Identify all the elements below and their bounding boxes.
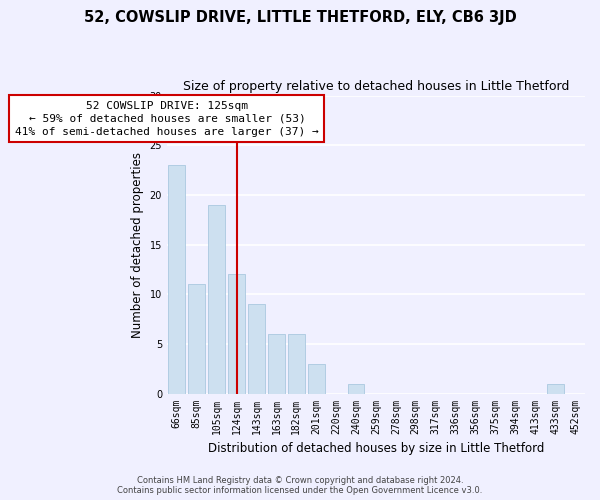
Bar <box>169 165 185 394</box>
X-axis label: Distribution of detached houses by size in Little Thetford: Distribution of detached houses by size … <box>208 442 544 455</box>
Text: 52 COWSLIP DRIVE: 125sqm
← 59% of detached houses are smaller (53)
41% of semi-d: 52 COWSLIP DRIVE: 125sqm ← 59% of detach… <box>15 100 319 137</box>
Bar <box>228 274 245 394</box>
Text: 52, COWSLIP DRIVE, LITTLE THETFORD, ELY, CB6 3JD: 52, COWSLIP DRIVE, LITTLE THETFORD, ELY,… <box>83 10 517 25</box>
Bar <box>248 304 265 394</box>
Bar <box>347 384 364 394</box>
Bar <box>188 284 205 394</box>
Bar <box>288 334 305 394</box>
Text: Contains HM Land Registry data © Crown copyright and database right 2024.
Contai: Contains HM Land Registry data © Crown c… <box>118 476 482 495</box>
Title: Size of property relative to detached houses in Little Thetford: Size of property relative to detached ho… <box>183 80 569 93</box>
Y-axis label: Number of detached properties: Number of detached properties <box>131 152 144 338</box>
Bar <box>308 364 325 394</box>
Bar <box>547 384 563 394</box>
Bar <box>268 334 285 394</box>
Bar <box>208 205 225 394</box>
